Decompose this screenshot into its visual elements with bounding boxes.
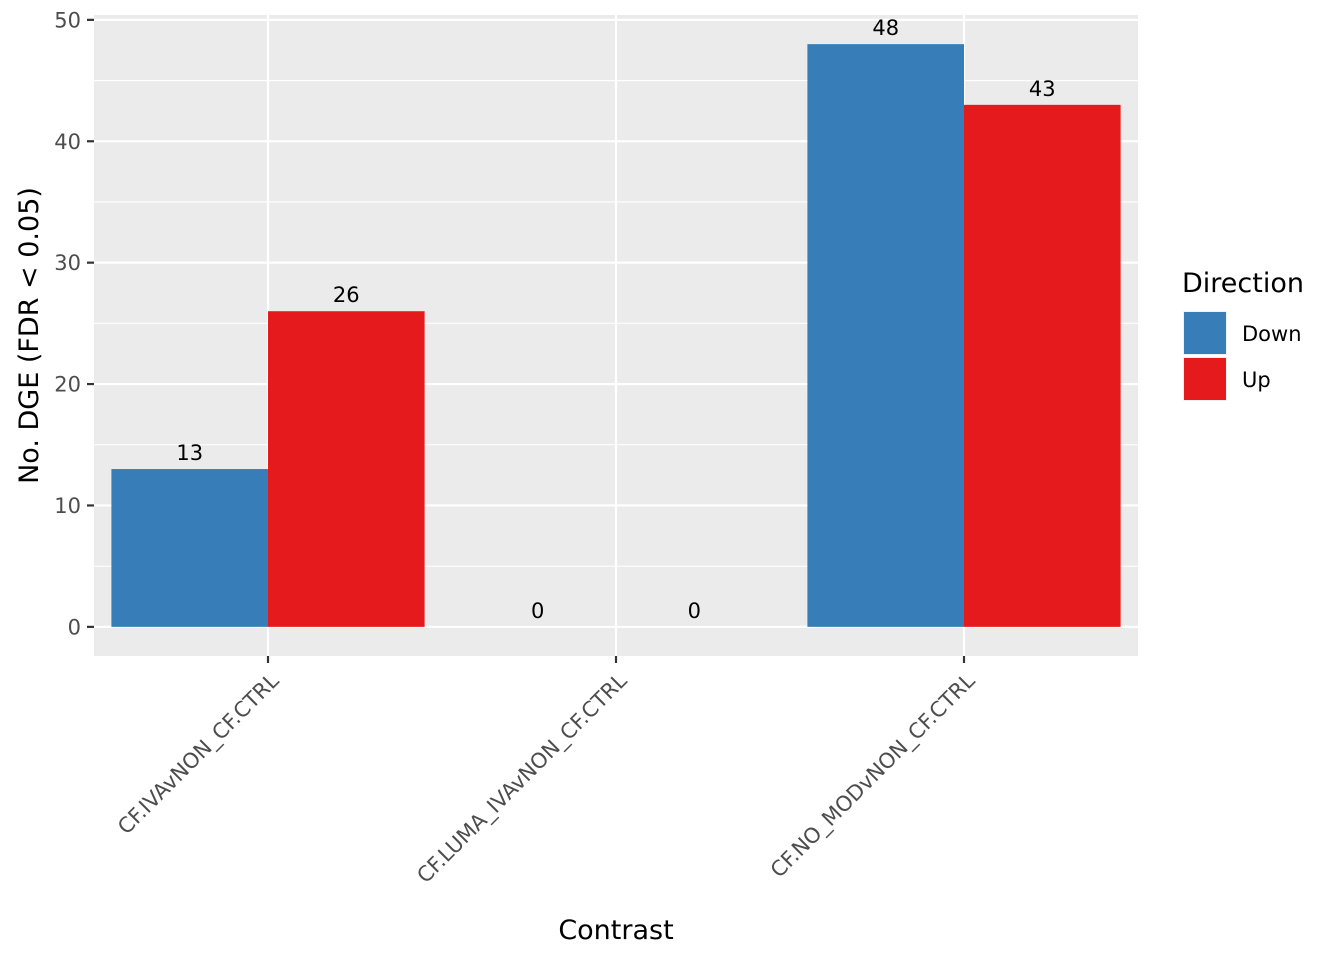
bars bbox=[111, 44, 1121, 627]
y-axis-title: No. DGE (FDR < 0.05) bbox=[14, 187, 45, 484]
bar-value-label: 43 bbox=[1029, 77, 1056, 101]
y-tick-label: 30 bbox=[54, 251, 81, 275]
y-tick-label: 0 bbox=[68, 615, 81, 639]
legend: Direction Down Up bbox=[1182, 268, 1304, 401]
bar-value-label: 0 bbox=[688, 599, 701, 623]
legend-label-up: Up bbox=[1242, 368, 1271, 392]
x-tick-label: CF.LUMA_IVAvNON_CF.CTRL bbox=[412, 668, 632, 888]
bar-value-label: 48 bbox=[872, 16, 899, 40]
y-axis: 0 10 20 30 40 50 bbox=[54, 8, 94, 639]
bar-down bbox=[111, 469, 269, 627]
bar-value-label: 13 bbox=[176, 441, 203, 465]
bar-value-label: 0 bbox=[531, 599, 544, 623]
y-tick-label: 20 bbox=[54, 373, 81, 397]
y-tick-label: 40 bbox=[54, 130, 81, 154]
x-tick-label: CF.IVAvNON_CF.CTRL bbox=[113, 668, 284, 839]
x-axis-title: Contrast bbox=[558, 915, 673, 946]
bar-value-labels: 13 26 0 0 48 43 bbox=[176, 16, 1055, 623]
bar-down bbox=[807, 44, 964, 627]
x-tick-label: CF.NO_MODvNON_CF.CTRL bbox=[766, 668, 981, 883]
bar-up bbox=[964, 104, 1121, 627]
legend-swatch-down bbox=[1184, 312, 1226, 354]
legend-label-down: Down bbox=[1242, 322, 1302, 346]
x-axis: CF.IVAvNON_CF.CTRL CF.LUMA_IVAvNON_CF.CTR… bbox=[113, 656, 980, 889]
bar-up bbox=[268, 311, 425, 627]
y-tick-label: 10 bbox=[54, 494, 81, 518]
y-tick-label: 50 bbox=[54, 8, 81, 32]
legend-swatch-up bbox=[1184, 358, 1226, 400]
legend-items: Down Up bbox=[1183, 311, 1302, 401]
legend-title: Direction bbox=[1182, 268, 1304, 299]
bar-value-label: 26 bbox=[333, 283, 360, 307]
